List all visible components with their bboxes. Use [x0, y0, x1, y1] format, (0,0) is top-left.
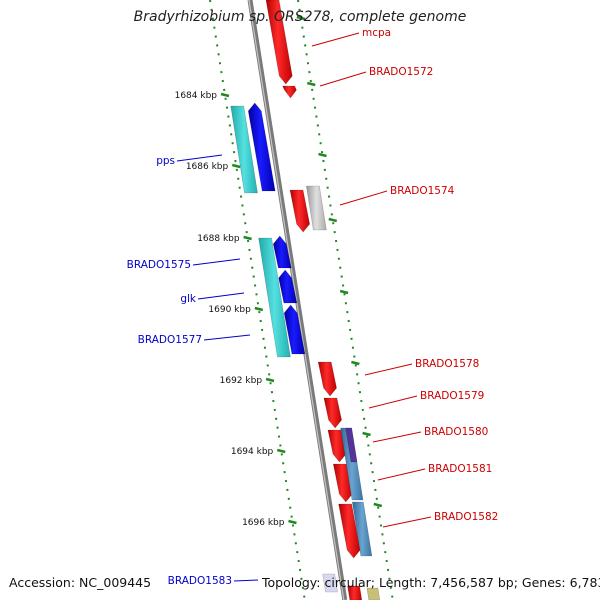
ruler-tick-label: 1686 kbp [186, 162, 229, 172]
ruler-tick [254, 306, 264, 312]
ruler-tick [339, 289, 349, 295]
genes-value: 6,783 [569, 575, 600, 590]
gene-brado1574-grey[interactable] [306, 185, 327, 231]
gene-label-brado1577[interactable]: BRADO1577 [138, 334, 202, 346]
gene-brado1579[interactable] [323, 397, 342, 429]
gene-label-brado1582[interactable]: BRADO1582 [434, 511, 498, 523]
ruler-tick [231, 163, 241, 169]
gene-glk[interactable] [278, 269, 298, 304]
gene-label-brado1581[interactable]: BRADO1581 [428, 463, 492, 475]
gene-mcpa[interactable] [265, 0, 293, 85]
gene-brado1575[interactable] [272, 235, 292, 269]
genome-stats: Topology: circular; Length: 7,456,587 bp… [262, 575, 600, 590]
label-leader-line [311, 32, 360, 47]
gene-label-glk[interactable]: glk [180, 293, 197, 305]
gene-brado1582[interactable] [338, 503, 361, 559]
gene-label-brado1579[interactable]: BRADO1579 [420, 390, 484, 402]
gene-brado1580-purple[interactable] [345, 427, 358, 463]
gene-mcpa-fragment[interactable] [282, 85, 297, 99]
genome-title: Bradyrhizobium sp. ORS278, complete geno… [133, 9, 467, 25]
gene-brado1582-track[interactable] [351, 501, 373, 557]
ruler-tick [373, 502, 383, 508]
length-label: Length: [378, 575, 427, 590]
gene-brado1575-1577-track[interactable] [258, 237, 291, 358]
ruler-tick [296, 15, 306, 21]
gene-label-brado1575[interactable]: BRADO1575 [127, 259, 191, 271]
gene-label-brado1580[interactable]: BRADO1580 [424, 426, 488, 438]
label-leader-line [339, 190, 388, 206]
label-leader-line [233, 579, 259, 582]
label-leader-line [176, 154, 223, 162]
accession-info: Accession: NC_009445 [9, 575, 151, 590]
label-leader-line [377, 468, 426, 481]
gene-label-brado1572[interactable]: BRADO1572 [369, 66, 433, 78]
ruler-tick [276, 448, 286, 454]
ruler-tick [318, 152, 327, 158]
ruler-tick-label: 1692 kbp [220, 376, 263, 386]
gene-pps-track[interactable] [230, 105, 258, 194]
gene-label-brado1578[interactable]: BRADO1578 [415, 358, 479, 370]
gene-label-pps[interactable]: pps [156, 155, 175, 167]
label-leader-line [197, 292, 245, 300]
gene-brado1580[interactable] [327, 429, 347, 463]
genes-label: Genes: [521, 575, 566, 590]
gene-edge-red[interactable] [347, 585, 363, 600]
topology-label: Topology: [262, 575, 321, 590]
label-leader-line [364, 363, 413, 376]
backbone-highlight [248, 0, 345, 600]
gene-edge-lavender[interactable] [322, 573, 338, 593]
label-leader-line [382, 516, 432, 528]
accession-label: Accession: [9, 575, 76, 590]
accession-value: NC_009445 [79, 575, 152, 590]
gene-brado1578[interactable] [317, 361, 337, 397]
ruler-tick [220, 92, 230, 98]
ruler-tick-label: 1684 kbp [175, 91, 218, 101]
ruler-tick [362, 431, 371, 437]
label-leader-line [368, 395, 418, 409]
ruler-tick [243, 235, 252, 241]
ruler-tick [306, 81, 316, 87]
label-leader-line [192, 258, 241, 266]
topology-value: circular [324, 575, 371, 590]
gene-label-brado1583[interactable]: BRADO1583 [168, 575, 232, 587]
gene-brado1577[interactable] [283, 304, 306, 355]
gene-edge-olive[interactable] [366, 587, 381, 600]
gene-label-brado1574[interactable]: BRADO1574 [390, 185, 455, 197]
ruler-tick [351, 360, 360, 366]
ruler-tick-label: 1690 kbp [208, 305, 251, 315]
label-leader-line [372, 431, 422, 443]
gene-label-mcpa[interactable]: mcpa [362, 27, 391, 39]
gene-pps[interactable] [247, 102, 276, 192]
genome-backbone [247, 0, 348, 600]
gene-brado1574[interactable] [289, 189, 310, 233]
ruler-tick [328, 217, 338, 223]
length-value: 7,456,587 bp [430, 575, 514, 590]
ruler-tick-label: 1688 kbp [197, 234, 240, 244]
label-leader-line [319, 71, 367, 87]
gene-brado1581[interactable] [332, 463, 353, 503]
ruler-tick-label: 1696 kbp [242, 518, 285, 528]
ruler-tick-label: 1694 kbp [231, 447, 274, 457]
ruler-tick [288, 519, 297, 525]
ruler-tick [265, 377, 275, 383]
label-leader-line [203, 334, 251, 341]
